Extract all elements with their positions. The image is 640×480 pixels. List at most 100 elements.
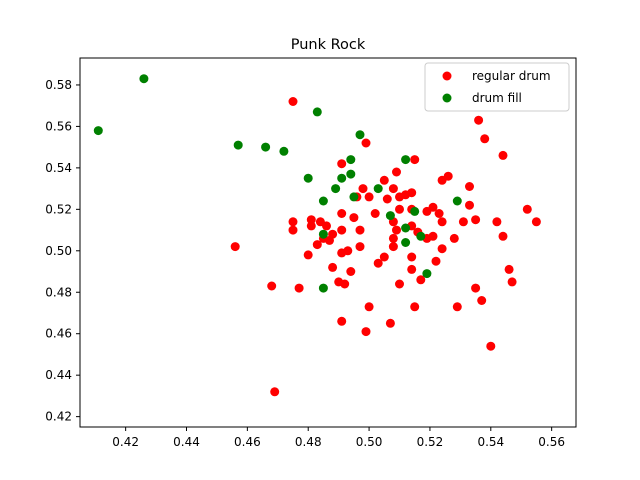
point-regular-drum [337,225,347,235]
point-regular-drum [392,225,401,235]
point-drum-fill [416,231,426,241]
point-regular-drum [337,209,347,218]
point-drum-fill [452,196,462,206]
point-drum-fill [355,130,365,140]
legend-marker-drum-fill [442,93,452,103]
point-drum-fill [401,238,411,247]
point-regular-drum [370,209,380,218]
x-tick-label: 0.52 [417,435,444,449]
point-regular-drum [477,296,487,305]
point-regular-drum [270,387,280,397]
point-drum-fill [318,196,328,206]
point-regular-drum [267,281,277,291]
point-regular-drum [349,213,359,223]
point-regular-drum [474,115,484,125]
point-drum-fill [385,211,395,221]
point-drum-fill [337,173,347,183]
point-regular-drum [328,262,338,272]
point-regular-drum [364,302,374,312]
point-regular-drum [361,138,371,148]
point-drum-fill [346,169,356,179]
point-regular-drum [388,184,398,194]
point-regular-drum [392,167,401,177]
y-tick-label: 0.56 [45,119,72,133]
point-regular-drum [395,279,404,289]
point-regular-drum [355,225,365,235]
point-regular-drum [395,204,404,214]
point-drum-fill [139,74,149,84]
point-regular-drum [306,215,316,225]
point-regular-drum [379,252,389,262]
point-regular-drum [346,267,356,276]
point-regular-drum [471,215,481,225]
point-regular-drum [294,283,304,293]
point-drum-fill [401,223,411,233]
point-regular-drum [465,200,474,210]
point-drum-fill [318,283,328,293]
point-drum-fill [312,107,322,117]
point-regular-drum [449,233,459,243]
x-axis: 0.42 0.44 0.46 0.48 0.50 0.52 0.54 0.56 [112,427,565,449]
legend-label-drum-fill: drum fill [472,91,522,105]
point-regular-drum [340,279,350,289]
x-tick-label: 0.56 [538,435,565,449]
y-tick-label: 0.46 [45,327,72,341]
x-tick-label: 0.46 [234,435,261,449]
point-drum-fill [261,142,271,152]
point-regular-drum [230,242,240,252]
point-regular-drum [325,235,334,245]
point-regular-drum [486,341,496,351]
point-regular-drum [355,242,365,252]
point-regular-drum [395,192,404,202]
point-regular-drum [492,217,502,227]
x-tick-label: 0.44 [173,435,200,449]
point-regular-drum [416,275,426,285]
point-drum-fill [422,269,432,279]
point-regular-drum [303,250,313,260]
point-regular-drum [288,225,298,235]
point-regular-drum [343,246,353,256]
point-regular-drum [504,264,514,274]
chart-title: Punk Rock [291,37,366,53]
point-regular-drum [407,264,417,274]
x-tick-label: 0.54 [477,435,504,449]
point-regular-drum [385,318,395,328]
point-regular-drum [437,217,447,227]
y-tick-label: 0.42 [45,410,72,424]
legend-marker-regular-drum [442,71,452,81]
point-regular-drum [388,233,398,243]
point-regular-drum [437,244,447,254]
point-drum-fill [401,155,411,165]
point-drum-fill [318,229,328,239]
point-regular-drum [458,217,468,227]
legend: regular drum drum fill [424,62,570,112]
point-drum-fill [93,126,103,136]
point-regular-drum [407,252,417,262]
point-regular-drum [358,184,368,194]
point-drum-fill [233,140,243,150]
point-regular-drum [434,209,444,218]
point-drum-fill [331,184,341,194]
point-regular-drum [471,283,481,293]
legend-label-regular-drum: regular drum [472,69,551,83]
point-regular-drum [364,192,374,202]
y-tick-label: 0.44 [45,368,72,382]
point-regular-drum [522,204,532,214]
point-regular-drum [337,316,347,326]
point-drum-fill [346,155,356,165]
point-regular-drum [498,150,508,160]
point-regular-drum [312,240,322,250]
point-regular-drum [431,256,441,266]
point-regular-drum [422,206,432,216]
point-drum-fill [279,146,289,156]
point-regular-drum [288,217,298,227]
point-regular-drum [388,242,398,252]
point-drum-fill [349,192,359,202]
point-regular-drum [480,134,490,144]
y-tick-label: 0.48 [45,285,72,299]
plot-frame [79,57,577,428]
point-drum-fill [303,173,313,183]
point-drum-fill [410,206,420,216]
y-tick-label: 0.52 [45,202,72,216]
